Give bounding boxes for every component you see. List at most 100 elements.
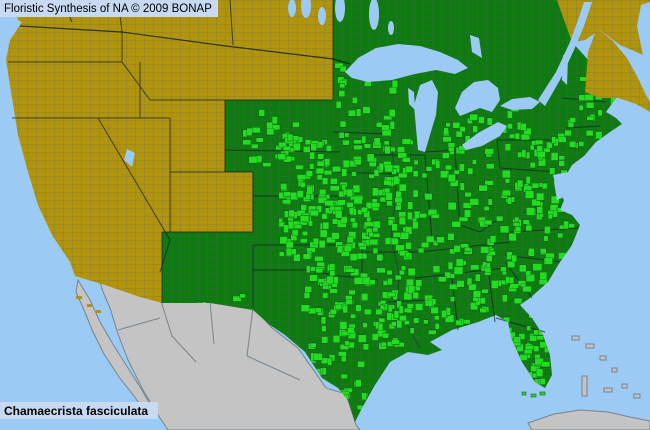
- county-marker: [408, 285, 416, 294]
- county-marker: [383, 179, 392, 186]
- county-marker: [481, 288, 489, 294]
- county-marker: [462, 319, 471, 325]
- county-marker: [351, 221, 359, 229]
- mexico-state-borders: [117, 297, 301, 381]
- county-marker: [539, 271, 548, 281]
- county-marker: [295, 164, 304, 170]
- county-marker: [568, 141, 577, 148]
- county-marker: [368, 231, 374, 238]
- county-marker: [386, 200, 393, 207]
- county-marker: [338, 132, 345, 139]
- county-marker: [378, 162, 384, 172]
- county-marker: [349, 207, 355, 215]
- county-marker: [388, 109, 396, 118]
- county-marker: [304, 139, 312, 146]
- county-marker: [292, 142, 301, 151]
- county-marker: [357, 242, 366, 248]
- county-marker: [568, 223, 576, 229]
- county-marker: [346, 327, 355, 334]
- county-marker: [379, 304, 386, 310]
- county-marker: [520, 123, 527, 131]
- county-marker: [506, 110, 513, 119]
- county-marker: [513, 297, 523, 304]
- county-marker: [372, 187, 379, 197]
- county-marker: [406, 211, 413, 221]
- county-marker: [434, 315, 440, 321]
- county-marker: [516, 179, 524, 188]
- region-bahamas: [571, 335, 641, 399]
- county-marker: [390, 237, 399, 245]
- county-marker: [278, 142, 287, 148]
- county-marker: [334, 210, 343, 219]
- county-marker: [285, 241, 294, 249]
- county-marker: [351, 97, 358, 104]
- channel-islands: [76, 296, 101, 313]
- county-marker: [361, 135, 367, 144]
- county-marker: [394, 197, 403, 204]
- county-marker: [300, 182, 306, 188]
- county-marker: [569, 117, 576, 123]
- county-marker: [459, 182, 465, 191]
- county-marker: [547, 210, 555, 216]
- county-marker: [363, 143, 372, 149]
- county-marker: [584, 94, 594, 102]
- county-marker: [507, 260, 516, 268]
- county-marker: [550, 152, 559, 161]
- county-marker: [486, 163, 495, 170]
- county-marker: [472, 290, 481, 299]
- county-marker: [383, 140, 390, 146]
- county-marker: [525, 270, 532, 277]
- county-marker: [324, 200, 334, 207]
- county-marker: [414, 303, 424, 311]
- county-marker: [397, 172, 408, 179]
- county-marker: [344, 267, 355, 273]
- county-marker: [309, 342, 317, 348]
- county-marker: [351, 171, 357, 177]
- county-marker: [540, 248, 547, 255]
- county-marker: [489, 235, 497, 243]
- county-marker: [455, 258, 464, 267]
- county-marker: [442, 136, 452, 143]
- water-features: [124, 0, 650, 200]
- county-marker: [292, 121, 300, 128]
- county-marker: [595, 131, 603, 140]
- county-marker: [340, 216, 348, 224]
- county-marker: [557, 232, 564, 239]
- county-marker: [319, 229, 328, 238]
- county-marker: [372, 227, 379, 233]
- county-marker: [543, 147, 551, 153]
- county-marker: [486, 117, 493, 126]
- county-marker: [508, 276, 515, 284]
- county-marker: [509, 133, 516, 139]
- county-marker: [371, 333, 379, 341]
- county-marker: [390, 147, 396, 153]
- county-marker: [353, 195, 363, 205]
- county-marker: [525, 176, 531, 185]
- county-marker: [355, 304, 362, 312]
- county-marker: [395, 190, 402, 198]
- county-marker: [376, 254, 384, 262]
- county-marker: [278, 221, 286, 228]
- county-marker: [514, 226, 522, 232]
- county-marker: [409, 327, 415, 334]
- county-marker: [353, 144, 363, 150]
- county-marker: [550, 195, 560, 204]
- great-salt-lake: [124, 149, 135, 167]
- county-marker: [423, 319, 429, 325]
- county-marker: [434, 322, 440, 330]
- county-marker: [246, 127, 253, 136]
- county-marker: [421, 242, 430, 248]
- gulf-of-st-lawrence: [637, 2, 650, 74]
- county-marker: [368, 161, 377, 167]
- county-marker: [283, 224, 289, 233]
- county-marker: [425, 235, 435, 243]
- county-marker: [361, 392, 367, 401]
- county-marker: [300, 238, 308, 244]
- county-marker: [360, 293, 369, 301]
- county-marker: [302, 253, 311, 260]
- county-marker: [362, 322, 368, 328]
- county-marker: [326, 275, 334, 285]
- lake-champlain: [562, 55, 568, 85]
- county-marker: [348, 289, 356, 295]
- region-cuba: [527, 409, 650, 430]
